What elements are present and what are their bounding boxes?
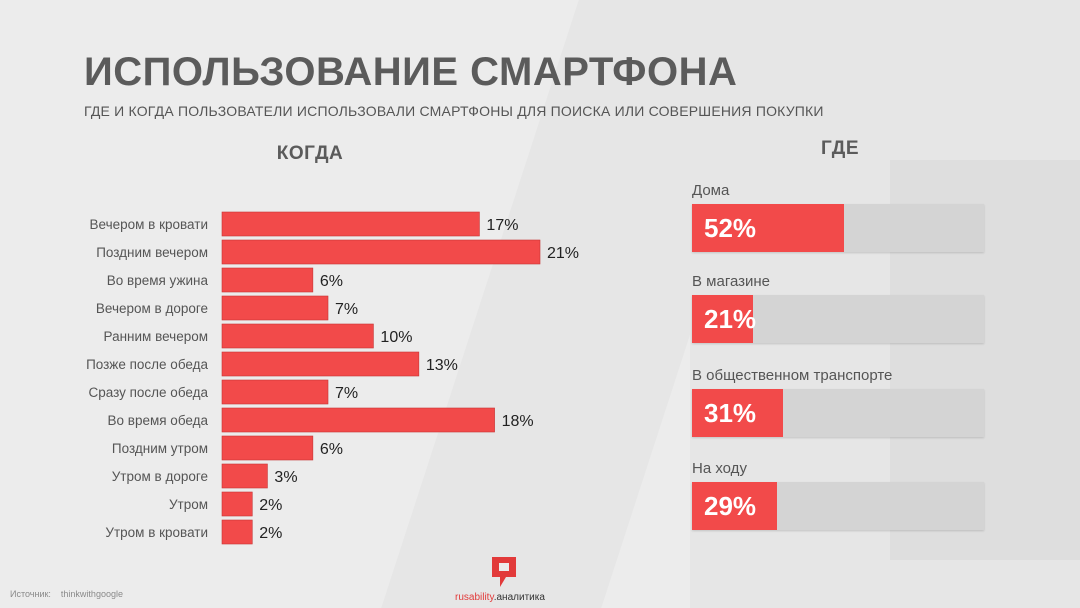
when-heading: КОГДА (276, 143, 344, 164)
when-bar (221, 379, 329, 405)
when-category-label: Вечером в дороге (96, 301, 208, 316)
when-value-label: 10% (380, 329, 412, 346)
where-bar-track: 31% (692, 389, 984, 437)
when-bar-chart: Вечером в кровати 17% Поздним вечером 21% Во… (86, 211, 579, 545)
when-value-label: 3% (274, 469, 297, 486)
rusability-logo-icon (492, 557, 516, 587)
when-category-label: Во время обеда (108, 413, 209, 428)
when-category-label: Утром (169, 497, 208, 512)
brand-name-suffix: .аналитика (493, 592, 545, 603)
source-value: thinkwithgoogle (60, 589, 123, 599)
page-title: ИСПОЛЬЗОВАНИЕ СМАРТФОНА (84, 50, 738, 94)
where-bar-track: 21% (692, 295, 984, 343)
where-item-store: В магазине 21% (692, 273, 984, 343)
when-bar (221, 407, 495, 433)
when-bar (221, 267, 314, 293)
when-value-label: 7% (335, 301, 358, 318)
when-bar (221, 323, 374, 349)
where-category-label: Дома (692, 182, 730, 199)
when-bar (221, 463, 268, 489)
when-bar (221, 519, 253, 545)
where-value-label: 31% (704, 398, 757, 428)
where-value-label: 52% (704, 213, 757, 243)
when-category-label: Сразу после обеда (88, 385, 208, 400)
when-bar (221, 239, 541, 265)
when-bar (221, 435, 314, 461)
where-bar (692, 482, 777, 530)
when-value-label: 7% (335, 385, 358, 402)
where-item-transport: В общественном транспорте 31% (692, 367, 984, 437)
when-value-label: 6% (320, 273, 343, 290)
brand-name: rusability.аналитика (455, 592, 545, 603)
when-bar (221, 351, 420, 377)
when-value-label: 21% (547, 245, 579, 262)
when-bar (221, 491, 253, 517)
where-category-label: В общественном транспорте (692, 367, 893, 384)
where-bar (692, 295, 754, 343)
where-bar (692, 389, 783, 437)
when-value-label: 13% (426, 357, 458, 374)
when-category-label: Вечером в кровати (90, 217, 208, 232)
when-category-label: Позже после обеда (86, 357, 208, 372)
where-heading: ГДЕ (820, 138, 859, 159)
where-item-on-the-go: На ходу 29% (692, 460, 984, 530)
where-value-label: 29% (704, 491, 757, 521)
when-category-label: Во время ужина (107, 273, 209, 288)
where-bar (692, 204, 844, 252)
when-category-label: Утром в дороге (112, 469, 208, 484)
when-category-label: Поздним вечером (96, 245, 208, 260)
when-value-label: 17% (486, 217, 518, 234)
when-value-label: 2% (259, 497, 282, 514)
when-category-label: Ранним вечером (104, 329, 208, 344)
brand-name-main: rusability (455, 592, 494, 603)
when-value-label: 6% (320, 441, 343, 458)
when-bar (221, 211, 480, 237)
where-category-label: На ходу (692, 460, 747, 477)
page-subtitle: ГДЕ И КОГДА ПОЛЬЗОВАТЕЛИ ИСПОЛЬЗОВАЛИ СМ… (84, 103, 824, 119)
where-category-label: В магазине (692, 273, 771, 290)
source-label: Источник: (10, 589, 51, 599)
where-bar-track: 29% (692, 482, 984, 530)
when-value-label: 18% (502, 413, 534, 430)
when-bar (221, 295, 329, 321)
source-note: Источник: thinkwithgoogle (10, 589, 123, 599)
when-category-label: Утром в кровати (105, 525, 208, 540)
when-value-label: 2% (259, 525, 282, 542)
where-bar-track: 52% (692, 204, 984, 252)
when-category-label: Поздним утром (112, 441, 208, 456)
where-item-home: Дома 52% (692, 182, 984, 252)
where-value-label: 21% (704, 304, 757, 334)
